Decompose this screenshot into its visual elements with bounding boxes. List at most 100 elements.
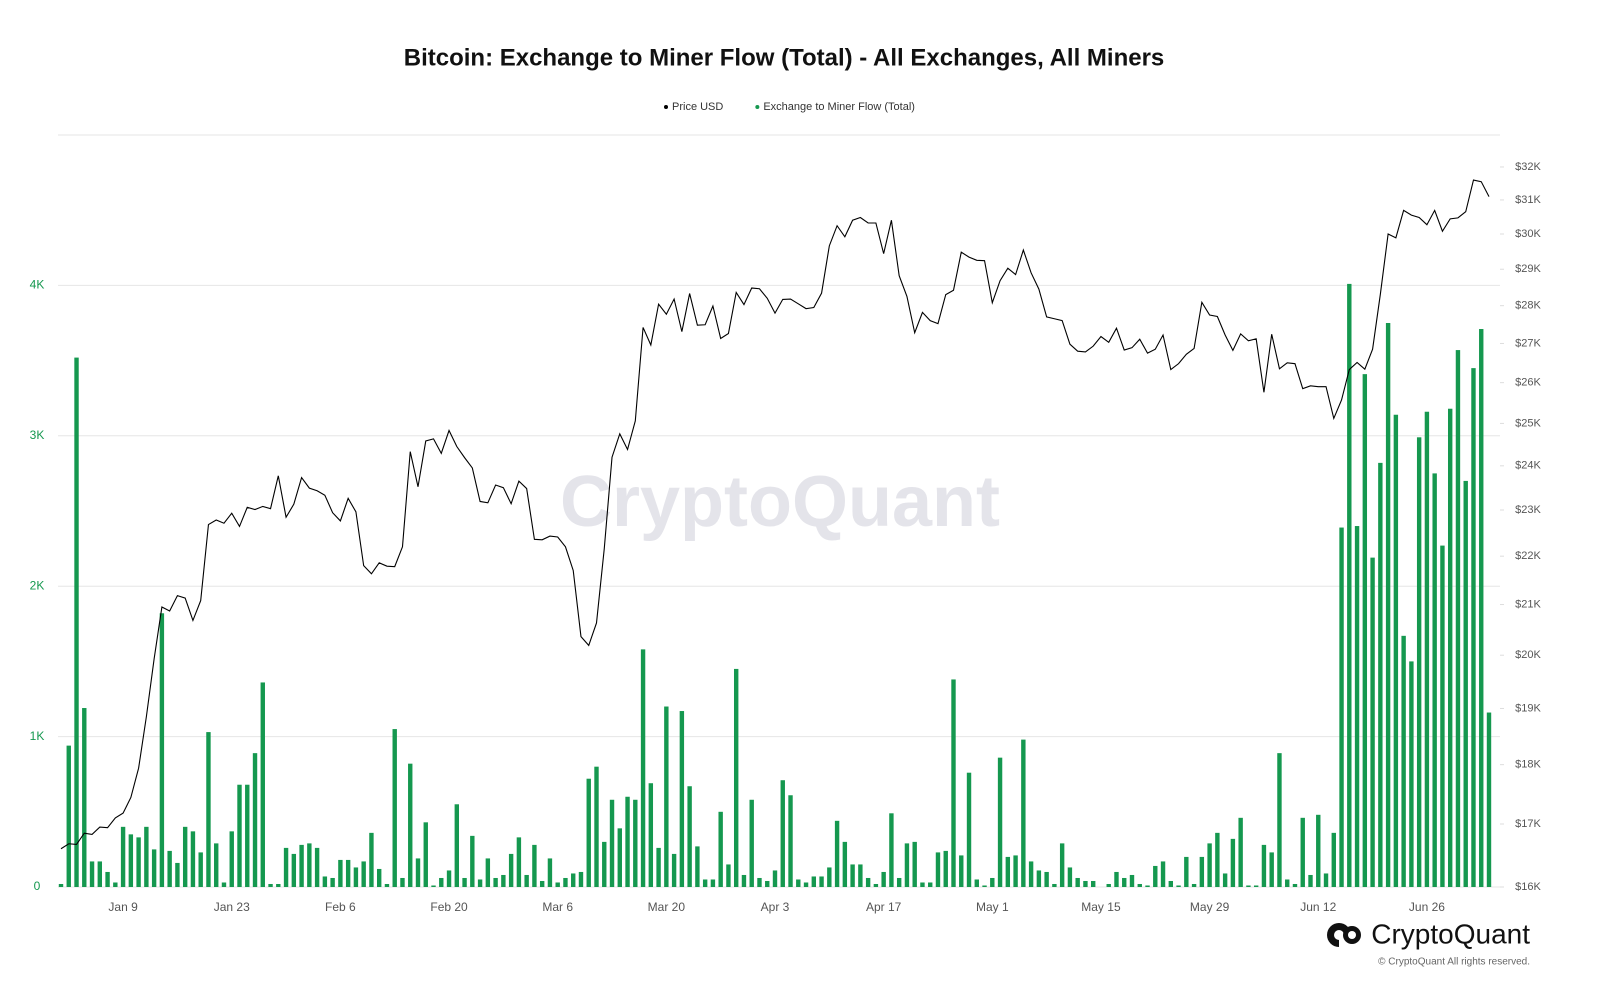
bar: [1269, 852, 1274, 887]
bar: [726, 864, 731, 887]
x-tick-label: May 15: [1081, 900, 1121, 914]
bar: [330, 877, 335, 887]
bar: [82, 708, 87, 887]
x-tick-label: May 1: [976, 900, 1009, 914]
chart-title: Bitcoin: Exchange to Miner Flow (Total) …: [404, 44, 1165, 71]
x-tick-label: Apr 17: [866, 900, 902, 914]
bar: [648, 783, 654, 887]
y-tick-label: 1K: [30, 729, 45, 743]
bar: [539, 880, 545, 887]
bar: [151, 849, 157, 887]
bar: [1036, 870, 1042, 887]
y2-tick-label: $26K: [1515, 377, 1541, 389]
bar: [89, 861, 95, 887]
bar: [710, 879, 716, 887]
x-tick-label: Feb 6: [325, 900, 356, 914]
bar: [1052, 883, 1057, 887]
bar: [470, 835, 475, 887]
bar: [772, 870, 778, 887]
bar: [1285, 879, 1290, 887]
bar: [446, 870, 452, 887]
bar: [1486, 712, 1492, 887]
bar: [190, 831, 196, 887]
bar: [896, 877, 902, 887]
y-tick-label: 4K: [30, 278, 45, 292]
bar: [415, 858, 421, 887]
bar: [182, 826, 188, 887]
bar: [1160, 861, 1166, 887]
bar: [959, 855, 964, 887]
bar: [1246, 885, 1251, 887]
watermark: CryptoQuant: [560, 462, 1000, 542]
bar: [633, 799, 638, 887]
bar: [245, 784, 250, 887]
y2-tick-label: $23K: [1515, 504, 1541, 516]
y2-tick-label: $22K: [1515, 550, 1541, 562]
bar: [578, 871, 584, 887]
bar: [532, 844, 537, 887]
bar: [136, 837, 141, 887]
bar: [1238, 817, 1243, 887]
y2-tick-label: $27K: [1515, 337, 1541, 349]
bar: [392, 729, 397, 887]
bar: [1005, 856, 1011, 887]
y2-tick-label: $24K: [1515, 460, 1541, 472]
bar: [314, 847, 320, 887]
bar: [997, 757, 1003, 887]
bar: [322, 876, 328, 887]
x-tick-label: Jun 12: [1300, 900, 1336, 914]
bar: [1277, 753, 1282, 887]
bar: [229, 831, 234, 887]
y2-tick-label: $20K: [1515, 649, 1541, 661]
bar: [1393, 414, 1399, 887]
bar: [671, 853, 677, 887]
bar: [353, 867, 359, 887]
bar: [1215, 832, 1220, 887]
bar: [819, 876, 824, 887]
y-tick-label: 2K: [30, 578, 45, 592]
bar: [912, 841, 917, 887]
bar: [974, 879, 979, 887]
bar: [1168, 880, 1174, 887]
bar: [338, 859, 343, 887]
bar-series: [58, 283, 1492, 887]
bar: [1083, 880, 1088, 887]
bar: [966, 772, 972, 887]
bar: [679, 711, 685, 887]
bar: [1416, 437, 1422, 887]
bar: [1440, 545, 1445, 887]
bar: [175, 862, 180, 887]
x-tick-label: May 29: [1190, 900, 1230, 914]
bar: [128, 834, 134, 887]
y2-tick-label: $31K: [1515, 194, 1541, 206]
bar: [733, 668, 739, 887]
bar: [1059, 843, 1065, 887]
bar: [850, 864, 855, 887]
legend-label: Price USD: [672, 101, 723, 113]
bar: [58, 883, 64, 887]
bar: [594, 766, 599, 887]
bar: [408, 763, 413, 887]
price-line: [60, 179, 1490, 850]
bar: [206, 732, 211, 887]
bar: [656, 847, 661, 887]
bar: [198, 852, 203, 887]
bar: [1090, 880, 1096, 887]
bar: [1184, 856, 1189, 887]
y2-tick-label: $25K: [1515, 417, 1541, 429]
bar: [1370, 557, 1375, 887]
bar: [120, 826, 126, 887]
bar: [757, 877, 762, 887]
bar: [524, 874, 529, 887]
bar: [454, 804, 460, 887]
bar: [1129, 874, 1135, 887]
x-tick-label: Mar 20: [648, 900, 686, 914]
bar: [1471, 368, 1476, 887]
bar: [299, 844, 304, 887]
bar: [1331, 832, 1336, 887]
bar: [1075, 877, 1080, 887]
bar: [1207, 843, 1212, 887]
bar: [283, 847, 289, 887]
bar: [384, 883, 390, 887]
y2-tick-label: $30K: [1515, 228, 1541, 240]
